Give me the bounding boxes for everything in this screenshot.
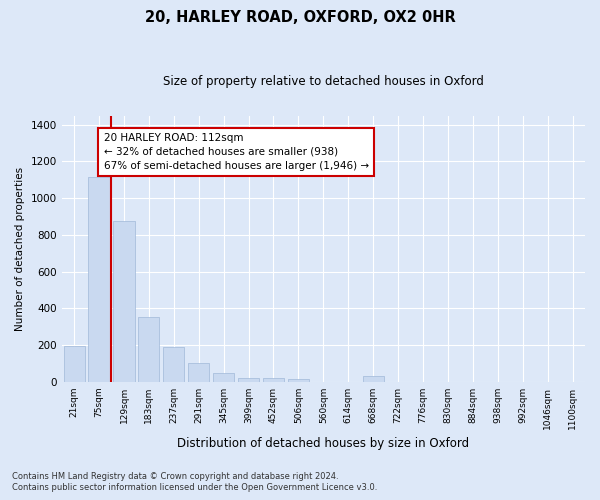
X-axis label: Distribution of detached houses by size in Oxford: Distribution of detached houses by size … [177,437,469,450]
Bar [138,318,160,382]
Bar [288,380,309,382]
Bar [188,364,209,382]
Bar [113,221,134,382]
Bar [163,347,184,382]
Text: 20, HARLEY ROAD, OXFORD, OX2 0HR: 20, HARLEY ROAD, OXFORD, OX2 0HR [145,10,455,25]
Bar [362,376,384,382]
Bar [238,378,259,382]
Title: Size of property relative to detached houses in Oxford: Size of property relative to detached ho… [163,75,484,88]
Bar [213,373,234,382]
Y-axis label: Number of detached properties: Number of detached properties [15,166,25,330]
Text: 20 HARLEY ROAD: 112sqm
← 32% of detached houses are smaller (938)
67% of semi-de: 20 HARLEY ROAD: 112sqm ← 32% of detached… [104,133,368,171]
Bar [64,346,85,382]
Text: Contains HM Land Registry data © Crown copyright and database right 2024.
Contai: Contains HM Land Registry data © Crown c… [12,472,377,492]
Bar [88,177,110,382]
Bar [263,378,284,382]
